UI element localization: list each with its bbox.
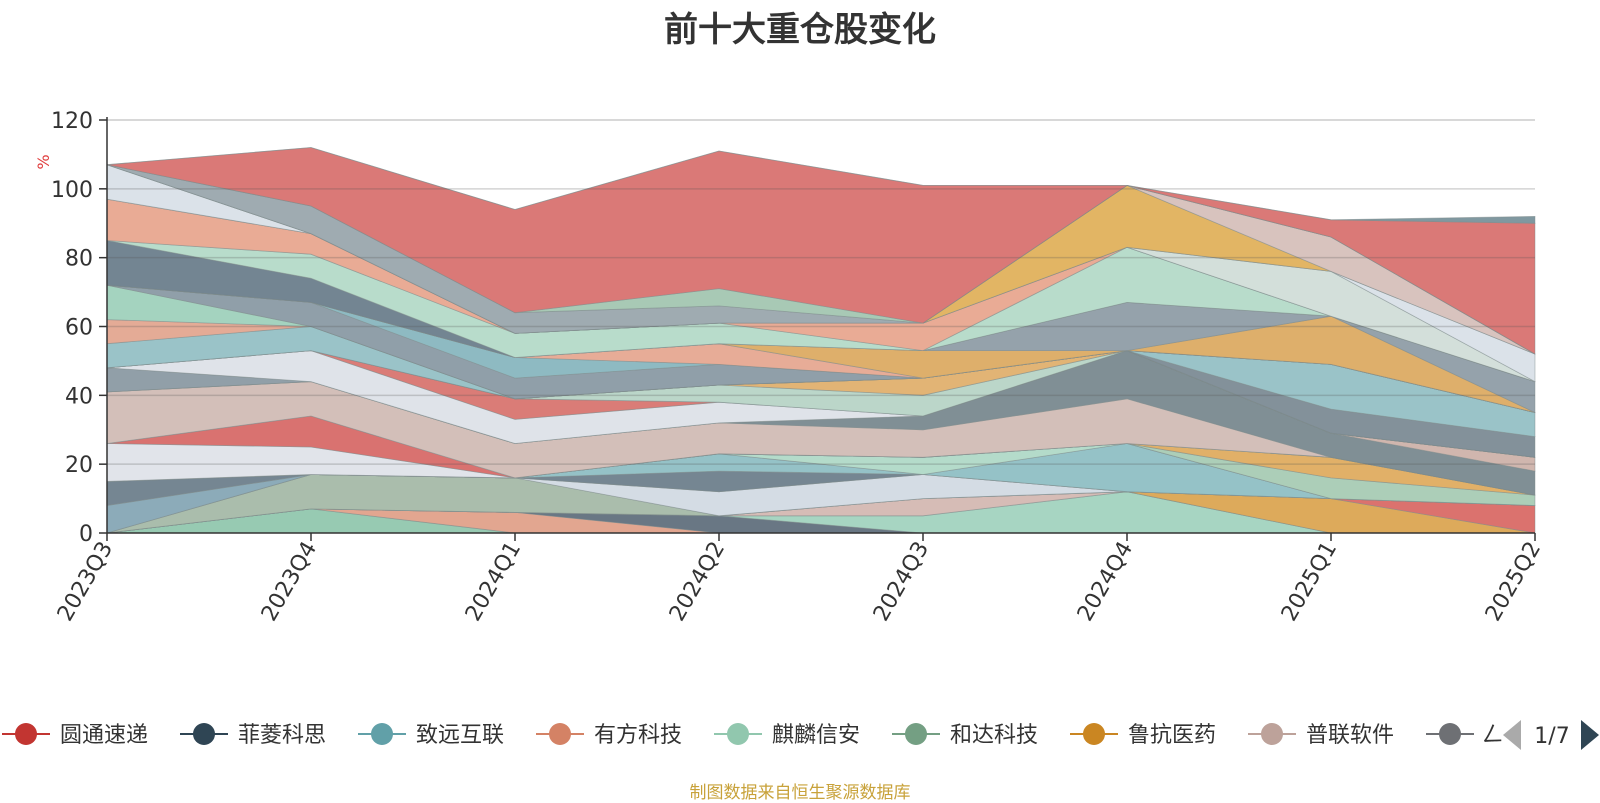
legend-next-page-arrow[interactable] bbox=[1581, 720, 1599, 750]
y-tick-label-4: 80 bbox=[65, 247, 93, 272]
legend-swatch-circle bbox=[371, 723, 393, 745]
y-tick-label-6: 120 bbox=[51, 109, 93, 134]
legend-label: 普联软件 bbox=[1306, 723, 1394, 748]
source-note: 制图数据来自恒生聚源数据库 bbox=[689, 783, 911, 803]
y-axis-label: % bbox=[34, 154, 53, 169]
legend-item-8[interactable]: 𠃋 bbox=[1426, 723, 1504, 748]
x-tick-label-7: 2025Q2 bbox=[1481, 538, 1546, 626]
x-tick-label-6: 2025Q1 bbox=[1277, 538, 1342, 626]
chart-title: 前十大重仓股变化 bbox=[664, 10, 936, 50]
legend-label: 和达科技 bbox=[950, 723, 1038, 748]
legend-swatch-circle bbox=[905, 723, 927, 745]
x-tick-label-1: 2023Q4 bbox=[257, 538, 322, 626]
x-tick-label-5: 2024Q4 bbox=[1073, 538, 1138, 626]
legend-label: 圆通速递 bbox=[60, 723, 148, 748]
x-tick-label-0: 2023Q3 bbox=[53, 538, 118, 626]
legend-swatch-circle bbox=[193, 723, 215, 745]
y-tick-label-5: 100 bbox=[51, 178, 93, 203]
legend-swatch-circle bbox=[15, 723, 37, 745]
legend-swatch-circle bbox=[727, 723, 749, 745]
legend-item-1[interactable]: 菲菱科思 bbox=[180, 723, 326, 748]
legend-label: 致远互联 bbox=[416, 723, 504, 748]
legend-item-6[interactable]: 鲁抗医药 bbox=[1070, 723, 1216, 748]
legend-label: 鲁抗医药 bbox=[1128, 723, 1216, 748]
plot-areas bbox=[106, 147, 1536, 534]
legend-label: 麒麟信安 bbox=[772, 723, 860, 748]
y-tick-label-2: 40 bbox=[65, 384, 93, 409]
y-tick-label-3: 60 bbox=[65, 316, 93, 341]
legend-label: 有方科技 bbox=[594, 723, 682, 748]
legend-swatch-circle bbox=[1439, 723, 1461, 745]
legend-label: 菲菱科思 bbox=[238, 723, 326, 748]
legend: 圆通速递 菲菱科思 致远互联 有方科技 麒麟信安 和达科技 鲁抗医药 普联软件 𠃋 1/7 bbox=[2, 720, 1599, 750]
legend-prev-page-arrow[interactable] bbox=[1503, 720, 1521, 750]
legend-item-0[interactable]: 圆通速递 bbox=[2, 723, 148, 748]
x-tick-label-2: 2024Q1 bbox=[461, 538, 526, 626]
legend-item-4[interactable]: 麒麟信安 bbox=[714, 723, 860, 748]
legend-swatch-circle bbox=[1261, 723, 1283, 745]
area-series-44 bbox=[106, 147, 1536, 224]
grid-lines bbox=[107, 119, 1535, 465]
y-tick-label-0: 0 bbox=[79, 522, 93, 547]
legend-item-5[interactable]: 和达科技 bbox=[892, 723, 1038, 748]
legend-item-2[interactable]: 致远互联 bbox=[358, 723, 504, 748]
legend-swatch-circle bbox=[549, 723, 571, 745]
legend-swatch-circle bbox=[1083, 723, 1105, 745]
x-tick-label-3: 2024Q2 bbox=[665, 538, 730, 626]
x-tick-label-4: 2024Q3 bbox=[869, 538, 934, 626]
legend-item-7[interactable]: 普联软件 bbox=[1248, 723, 1394, 748]
legend-page-indicator: 1/7 bbox=[1534, 724, 1569, 749]
legend-label-truncated: 𠃋 bbox=[1482, 723, 1504, 748]
y-tick-label-1: 20 bbox=[65, 453, 93, 478]
legend-item-3[interactable]: 有方科技 bbox=[536, 723, 682, 748]
